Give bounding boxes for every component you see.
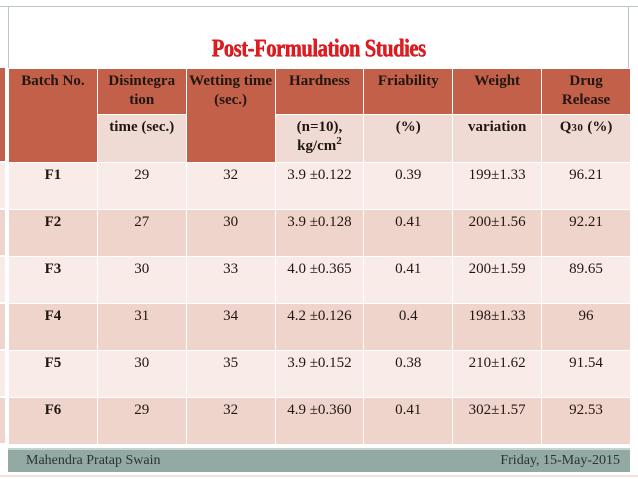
slide-footer: Mahendra Pratap Swain Friday, 15-May-201… [8, 448, 630, 472]
cell-wetting: 35 [185, 350, 276, 398]
cell-batch: F3 [8, 256, 98, 304]
cell-hardness: 4.2 ±0.126 [274, 303, 365, 351]
cell-hardness: 3.9 ±0.122 [274, 162, 365, 210]
header-disintegration: Disintegra tion [96, 68, 187, 115]
table-header-row-1: Batch No. Disintegra tion Wetting time (… [8, 68, 631, 163]
header-drug-release: Drug Release [541, 68, 631, 115]
cell-hardness: 3.9 ±0.152 [274, 350, 365, 398]
edge-segment-row [0, 304, 5, 349]
q-prefix: Q [559, 119, 572, 135]
hardness-superscript: 2 [336, 135, 342, 147]
cell-disintegration: 30 [96, 256, 187, 304]
header-wetting-time: Wetting time (sec.) [185, 68, 276, 163]
header-hardness: Hardness [274, 68, 365, 115]
cell-batch: F5 [8, 350, 98, 398]
edge-segment-row [0, 163, 5, 208]
hardness-n-value: (n=10), [296, 119, 343, 135]
cell-weight: 210±1.62 [452, 350, 543, 398]
left-edge-table-sliver [0, 68, 5, 445]
cell-batch: F1 [8, 162, 98, 210]
cell-hardness: 4.9 ±0.360 [274, 397, 365, 445]
cell-friability: 0.38 [363, 350, 454, 398]
cell-disintegration: 27 [96, 209, 187, 257]
edge-segment-row [0, 210, 5, 255]
subheader-drug-release-q30: Q30 (%) [541, 114, 631, 163]
cell-hardness: 3.9 ±0.128 [274, 209, 365, 257]
table-row: F6 29 32 4.9 ±0.360 0.41 302±1.57 92.53 [8, 397, 631, 445]
bottom-divider-line [0, 475, 638, 477]
q-subscript-30: 30 [571, 122, 584, 134]
cell-wetting: 30 [185, 209, 276, 257]
edge-segment-row [0, 351, 5, 396]
header-weight: Weight [452, 68, 543, 115]
cell-drug: 96 [541, 303, 631, 351]
cell-drug: 96.21 [541, 162, 631, 210]
cell-wetting: 32 [185, 162, 276, 210]
cell-batch: F6 [8, 397, 98, 445]
cell-batch: F2 [8, 209, 98, 257]
cell-hardness: 4.0 ±0.365 [274, 256, 365, 304]
subheader-hardness-unit: (n=10), kg/cm2 [274, 114, 365, 163]
cell-friability: 0.41 [363, 397, 454, 445]
header-batch-no: Batch No. [8, 68, 98, 163]
cell-drug: 91.54 [541, 350, 631, 398]
cell-wetting: 32 [185, 397, 276, 445]
cell-wetting: 33 [185, 256, 276, 304]
cell-friability: 0.4 [363, 303, 454, 351]
cell-weight: 200±1.59 [452, 256, 543, 304]
cell-batch: F4 [8, 303, 98, 351]
formulation-studies-table: Batch No. Disintegra tion Wetting time (… [8, 68, 631, 445]
table-row: F5 30 35 3.9 ±0.152 0.38 210±1.62 91.54 [8, 350, 631, 398]
cell-friability: 0.39 [363, 162, 454, 210]
cell-disintegration: 31 [96, 303, 187, 351]
cell-friability: 0.41 [363, 209, 454, 257]
subheader-disintegration-unit: time (sec.) [96, 114, 187, 163]
table-header-row-2: time (sec.) (n=10), kg/cm2 (%) variation … [9, 114, 631, 163]
title-box: Post-Formulation Studies [8, 6, 629, 68]
edge-segment-row [0, 398, 5, 443]
table-row: F4 31 34 4.2 ±0.126 0.4 198±1.33 96 [8, 303, 631, 351]
q-percent: (%) [587, 119, 613, 135]
cell-drug: 92.21 [541, 209, 631, 257]
page-title: Post-Formulation Studies [211, 35, 426, 62]
edge-segment-header [0, 68, 5, 161]
cell-weight: 302±1.57 [452, 397, 543, 445]
cell-weight: 198±1.33 [452, 303, 543, 351]
cell-drug: 92.53 [541, 397, 631, 445]
edge-segment-row [0, 257, 5, 302]
table-row: F1 29 32 3.9 ±0.122 0.39 199±1.33 96.21 [8, 162, 631, 210]
table-row: F2 27 30 3.9 ±0.128 0.41 200±1.56 92.21 [8, 209, 631, 257]
footer-date: Friday, 15-May-2015 [500, 453, 620, 468]
cell-wetting: 34 [185, 303, 276, 351]
footer-author: Mahendra Pratap Swain [26, 453, 161, 468]
cell-disintegration: 30 [96, 350, 187, 398]
table-row: F3 30 33 4.0 ±0.365 0.41 200±1.59 89.65 [8, 256, 631, 304]
header-friability: Friability [363, 68, 454, 115]
cell-friability: 0.41 [363, 256, 454, 304]
hardness-unit-text: kg/cm [297, 138, 337, 154]
cell-weight: 200±1.56 [452, 209, 543, 257]
cell-weight: 199±1.33 [452, 162, 543, 210]
cell-disintegration: 29 [96, 162, 187, 210]
subheader-weight-variation: variation [452, 114, 543, 163]
cell-disintegration: 29 [96, 397, 187, 445]
subheader-friability-unit: (%) [363, 114, 454, 163]
cell-drug: 89.65 [541, 256, 631, 304]
